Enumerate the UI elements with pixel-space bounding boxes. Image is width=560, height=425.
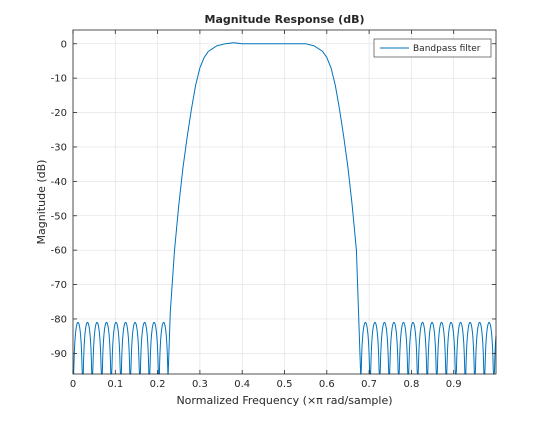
y-tick-label: -80	[51, 314, 67, 325]
y-tick-label: 0	[61, 39, 67, 50]
x-tick-label: 0.6	[319, 379, 335, 390]
x-tick-label: 0.1	[107, 379, 123, 390]
x-tick-label: 0.7	[361, 379, 377, 390]
x-tick-label: 0.8	[403, 379, 419, 390]
legend-label-bandpass-filter: Bandpass filter	[413, 44, 481, 54]
x-tick-label: 0.3	[192, 379, 208, 390]
y-tick-label: -40	[51, 177, 67, 188]
y-tick-label: -50	[51, 211, 67, 222]
grid	[72, 30, 496, 374]
series-layer	[73, 42, 497, 375]
x-tick-label: 0	[70, 379, 76, 390]
y-tick-label: -10	[51, 74, 67, 85]
legend[interactable]: Bandpass filter	[373, 38, 492, 58]
y-axis-label: Magnitude (dB)	[35, 160, 48, 245]
y-tick-label: -90	[51, 349, 67, 360]
x-axis-label: Normalized Frequency (×π rad/sample)	[176, 394, 392, 407]
x-tick-label: 0.4	[234, 379, 250, 390]
y-tick-label: -60	[51, 246, 67, 257]
legend-box	[373, 38, 492, 58]
series-line-bandpass-filter	[73, 42, 497, 375]
y-tick-label: -30	[51, 142, 67, 153]
ticks: 0 0.1 0.2 0.3 0.4 0.5 0.6 0.7 0.8 0.9 0 -10 -20 -30 -4…	[51, 30, 496, 390]
y-tick-label: -20	[51, 108, 67, 119]
x-tick-label: 0.5	[277, 379, 293, 390]
x-tick-label: 0.2	[150, 379, 166, 390]
y-tick-label: -70	[51, 280, 67, 291]
x-tick-label: 0.9	[446, 379, 462, 390]
chart-title: Magnitude Response (dB)	[205, 13, 365, 26]
